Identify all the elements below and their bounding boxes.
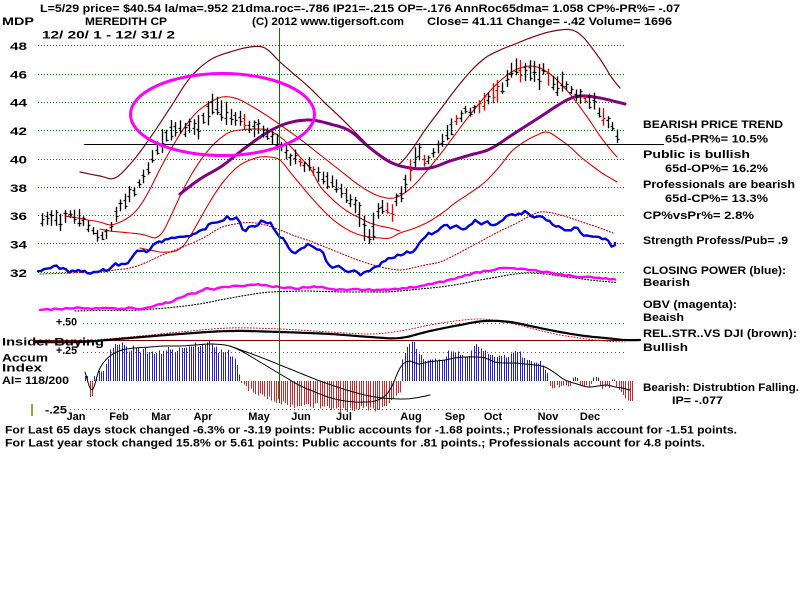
svg-text:65d-PR%= 10.5%: 65d-PR%= 10.5% — [665, 134, 768, 146]
svg-text:Aug: Aug — [400, 411, 421, 423]
svg-text:Nov: Nov — [538, 411, 560, 423]
svg-text:Close= 41.11 Change= -.42 Vo: Close= 41.11 Change= -.42 Volume= 1696 — [427, 16, 672, 28]
svg-text:Index: Index — [2, 363, 43, 375]
svg-text:Professionals are bearish: Professionals are bearish — [643, 179, 795, 191]
svg-text:38: 38 — [10, 183, 27, 195]
svg-text:Bearish: Bearish — [643, 277, 690, 289]
svg-text:42: 42 — [10, 126, 27, 138]
svg-text:MEREDITH CP: MEREDITH CP — [85, 16, 167, 28]
svg-text:For Last 65 days stock changed: For Last 65 days stock changed -6.3% or … — [5, 425, 737, 437]
svg-text:Public is bullish: Public is bullish — [643, 149, 750, 161]
svg-text:Beaish: Beaish — [643, 312, 684, 324]
svg-text:Dec: Dec — [580, 411, 600, 423]
svg-text:REL.STR..VS DJI (brown):: REL.STR..VS DJI (brown): — [643, 328, 797, 340]
svg-text:Bearish: Distrubtion Falling.: Bearish: Distrubtion Falling. — [643, 382, 799, 394]
svg-text:Sep: Sep — [445, 411, 465, 423]
svg-text:May: May — [248, 411, 270, 423]
svg-text:44: 44 — [10, 98, 28, 110]
svg-text:CLOSING POWER (blue):: CLOSING POWER (blue): — [643, 265, 786, 277]
svg-text:40: 40 — [10, 154, 27, 166]
svg-text:36: 36 — [10, 211, 27, 223]
svg-text:(C) 2012 www.tigersoft.com: (C) 2012 www.tigersoft.com — [252, 16, 404, 28]
svg-text:46: 46 — [10, 69, 27, 81]
svg-text:Insider Buying: Insider Buying — [2, 337, 104, 349]
svg-text:MDP: MDP — [2, 16, 34, 28]
svg-text:48: 48 — [10, 41, 27, 53]
svg-text:IP= -.077: IP= -.077 — [672, 395, 723, 407]
svg-text:For Last year stock changed 1: For Last year stock changed 15.8% or 5.6… — [5, 438, 705, 450]
svg-text:BEARISH PRICE TREND: BEARISH PRICE TREND — [643, 119, 783, 131]
svg-text:Accum: Accum — [2, 353, 48, 365]
svg-text:Apr: Apr — [194, 411, 214, 423]
svg-text:Jun: Jun — [291, 411, 311, 423]
svg-text:+.50: +.50 — [56, 317, 77, 329]
svg-text:Jan: Jan — [67, 411, 86, 423]
svg-text:Strength Profess/Pub= .9: Strength Profess/Pub= .9 — [643, 235, 788, 247]
svg-text:12/ 20/ 1 - 12/ 31/ 2: 12/ 20/ 1 - 12/ 31/ 2 — [42, 30, 175, 42]
svg-text:Bullish: Bullish — [643, 342, 688, 354]
svg-text:Oct: Oct — [484, 411, 503, 423]
svg-text:OBV (magenta):: OBV (magenta): — [643, 299, 737, 311]
svg-text:AI= 118/200: AI= 118/200 — [2, 375, 69, 387]
svg-text:L=5/29 price= $40.54 la/ma=.: L=5/29 price= $40.54 la/ma=.952 21dma.ro… — [40, 3, 680, 15]
svg-text:Jul: Jul — [336, 411, 352, 423]
svg-text:65d-CP%= 13.3%: 65d-CP%= 13.3% — [665, 193, 768, 205]
svg-text:Feb: Feb — [109, 411, 129, 423]
svg-text:+.25: +.25 — [56, 345, 77, 357]
svg-text:Mar: Mar — [151, 411, 171, 423]
svg-text:65d-OP%= 16.2%: 65d-OP%= 16.2% — [665, 163, 768, 175]
svg-text:34: 34 — [10, 240, 28, 252]
svg-text:32: 32 — [10, 268, 27, 280]
svg-text:-.25: -.25 — [45, 405, 67, 417]
svg-text:CP%vsPr%= 2.8%: CP%vsPr%= 2.8% — [643, 210, 754, 222]
